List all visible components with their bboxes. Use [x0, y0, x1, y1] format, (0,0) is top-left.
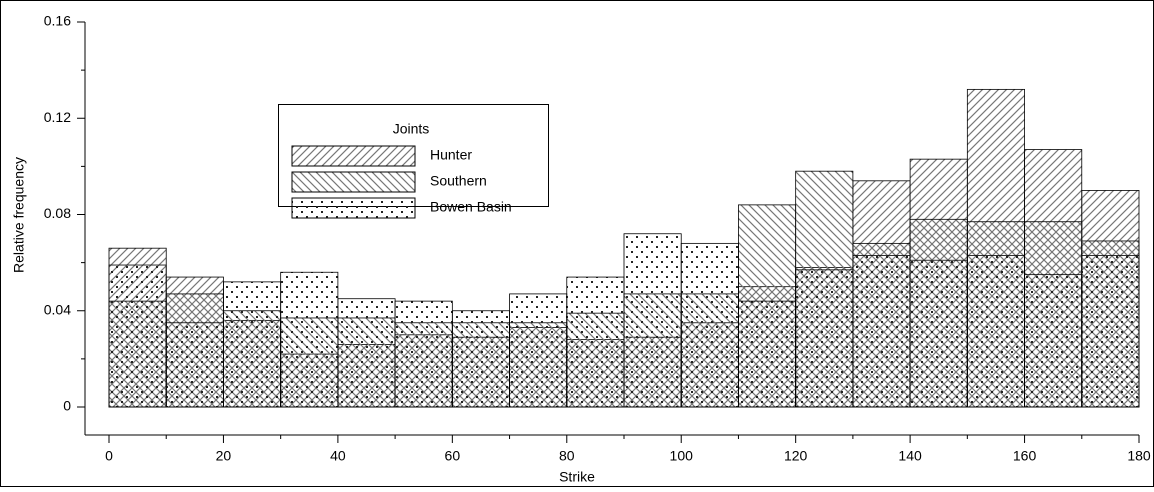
y-tick-label: 0.08	[44, 205, 71, 221]
y-tick-label: 0.12	[44, 109, 71, 125]
y-axis-label: Relative frequency	[11, 157, 27, 273]
bar	[909, 259, 968, 408]
bar	[108, 264, 167, 408]
bar	[738, 300, 797, 408]
x-tick-label: 60	[445, 448, 461, 464]
bar	[566, 276, 625, 408]
x-tick-label: 100	[670, 448, 694, 464]
y-tick-label: 0.16	[44, 13, 71, 29]
x-tick-label: 120	[784, 448, 808, 464]
bar	[852, 255, 911, 408]
bar	[680, 242, 739, 408]
bar	[1024, 274, 1083, 408]
x-tick-label: 160	[1013, 448, 1037, 464]
legend-swatch	[291, 145, 416, 167]
legend-swatch	[291, 197, 416, 219]
y-tick-label: 0	[63, 398, 71, 414]
x-tick-label: 180	[1127, 448, 1151, 464]
legend-title: Joints	[393, 121, 430, 137]
x-tick-label: 80	[559, 448, 575, 464]
x-tick-label: 0	[105, 448, 113, 464]
bar	[795, 269, 854, 408]
bar	[451, 310, 510, 408]
x-tick-label: 40	[330, 448, 346, 464]
bar	[623, 233, 682, 408]
plot: 0 0.04 0.08 0.12 0.16 0 20 40 60 80 100 120 140 160 18…	[44, 13, 1151, 464]
x-tick-label: 20	[216, 448, 232, 464]
bar	[280, 271, 339, 408]
bar	[337, 298, 396, 408]
bar	[394, 300, 453, 408]
y-tick-label: 0.04	[44, 301, 71, 317]
bar	[1081, 255, 1140, 408]
x-tick-label: 140	[898, 448, 922, 464]
bar	[165, 322, 224, 408]
legend-swatch	[291, 171, 416, 193]
legend-label: Hunter	[430, 147, 472, 163]
bar	[509, 293, 568, 408]
legend-label: Southern	[430, 173, 487, 189]
legend: Joints Hunter Southern Bowen Basin	[278, 104, 549, 219]
legend-label: Bowen Basin	[430, 199, 512, 215]
bar	[966, 255, 1025, 408]
x-axis-label: Strike	[559, 469, 595, 485]
bar	[223, 281, 282, 408]
